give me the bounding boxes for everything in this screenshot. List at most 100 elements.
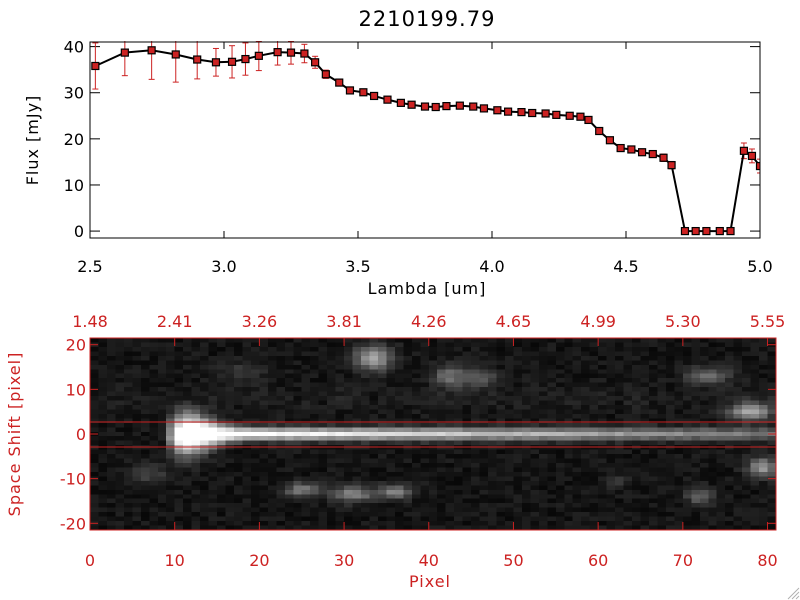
image-pixel <box>454 342 464 348</box>
image-pixel <box>615 338 625 344</box>
image-pixel <box>640 507 650 513</box>
image-pixel <box>233 494 244 500</box>
image-pixel <box>547 480 557 486</box>
image-pixel <box>513 422 523 428</box>
image-pixel <box>750 360 760 366</box>
image-pixel <box>716 521 726 527</box>
image-pixel <box>623 512 633 518</box>
image-pixel <box>454 445 464 451</box>
image-pixel <box>606 396 616 402</box>
image-pixel <box>259 373 269 379</box>
image-pixel <box>733 480 743 486</box>
image-pixel <box>479 346 489 352</box>
image-pixel <box>106 338 117 344</box>
image-pixel <box>386 458 396 464</box>
image-pixel <box>242 454 252 460</box>
image-pixel <box>233 471 244 478</box>
image-pixel <box>327 342 337 348</box>
image-pixel <box>344 338 354 344</box>
image-pixel <box>504 338 515 344</box>
image-pixel <box>225 485 235 491</box>
spectrum-point <box>739 146 749 155</box>
image-pixel <box>471 342 481 348</box>
image-pixel <box>581 507 591 513</box>
image-pixel <box>149 364 159 370</box>
image-pixel <box>149 480 159 486</box>
image-pixel <box>521 436 531 442</box>
image-pixel <box>606 485 616 491</box>
image-pixel <box>284 427 294 433</box>
image-pixel <box>589 404 599 411</box>
image-pixel <box>538 369 548 375</box>
spectrum-y-tick-label: 0 <box>74 222 84 241</box>
resize-grip-icon[interactable] <box>787 587 800 600</box>
image-pixel <box>479 467 489 473</box>
image-pixel <box>420 489 430 495</box>
image-pixel <box>547 364 557 370</box>
image-pixel <box>479 409 489 415</box>
image-pixel <box>225 431 235 437</box>
image-pixel <box>767 418 777 424</box>
image-pixel <box>682 400 692 406</box>
image-pixel <box>200 471 210 478</box>
image-pixel <box>699 422 709 428</box>
image-pixel <box>572 440 582 446</box>
image-pixel <box>538 445 548 451</box>
image-pixel <box>394 351 404 357</box>
image-pixel <box>157 427 167 433</box>
image-pixel <box>454 485 464 491</box>
image-pixel <box>318 391 328 397</box>
image-pixel <box>716 342 726 348</box>
image-pixel <box>200 373 210 379</box>
image-pixel <box>411 391 421 397</box>
image-pixel <box>564 440 574 446</box>
image-pixel <box>530 507 540 513</box>
image-pixel <box>90 378 100 384</box>
image-pixel <box>123 364 133 370</box>
image-pixel <box>445 427 455 433</box>
image-pixel <box>691 525 701 531</box>
image-pixel <box>403 489 413 495</box>
image-pixel <box>581 364 591 370</box>
image-pixel <box>665 485 675 491</box>
image-pixel <box>759 516 769 522</box>
image-pixel <box>166 512 176 518</box>
image-pixel <box>699 445 709 451</box>
image-pixel <box>471 476 481 482</box>
image-pixel <box>250 387 260 393</box>
image-pixel <box>411 373 421 379</box>
image-pixel <box>725 476 735 482</box>
image-pixel <box>589 503 599 509</box>
image-pixel <box>106 436 117 442</box>
image-pixel <box>208 364 218 370</box>
image-pixel <box>259 503 269 509</box>
image-pixel <box>691 463 701 469</box>
image-pixel <box>725 445 735 451</box>
image-pixel <box>217 342 227 348</box>
image-pixel <box>411 471 421 478</box>
image-pixel <box>250 440 260 446</box>
image-pixel <box>386 440 396 446</box>
image-pixel <box>428 404 438 411</box>
image-pixel <box>708 463 718 469</box>
image-pixel <box>225 378 235 384</box>
image-pixel <box>310 489 320 495</box>
image-pixel <box>191 391 201 397</box>
image-pixel <box>293 391 303 397</box>
image-pixel <box>648 431 659 437</box>
image-pixel <box>90 391 100 397</box>
image-pixel <box>191 355 201 361</box>
image-pixel <box>318 396 328 402</box>
image-pixel <box>411 364 421 370</box>
image-pixel <box>488 431 498 437</box>
spectrum-point <box>396 98 405 107</box>
image-pixel <box>555 378 565 384</box>
image-pixel <box>623 378 633 384</box>
image-pixel <box>572 436 582 442</box>
image-pixel <box>538 338 548 344</box>
image-pixel <box>623 364 633 370</box>
image-x-tick-label: 60 <box>588 551 608 570</box>
image-pixel <box>488 489 498 495</box>
image-pixel <box>200 440 210 446</box>
image-pixel <box>394 427 404 433</box>
